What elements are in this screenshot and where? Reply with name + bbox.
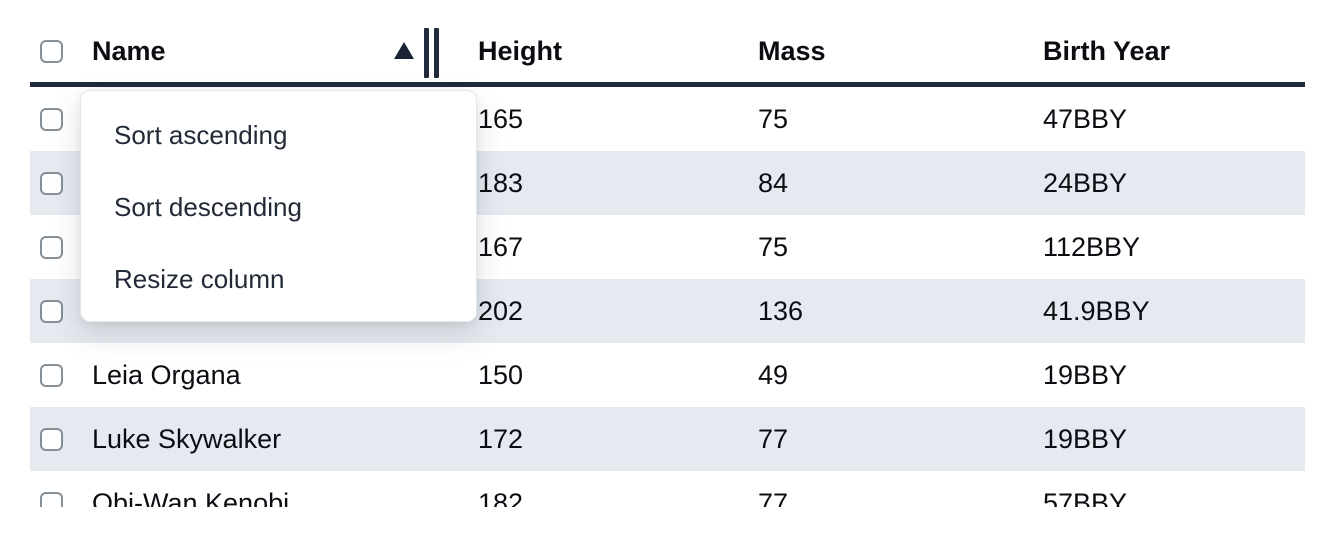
mass-cell: 49 xyxy=(758,359,789,390)
mass-cell: 77 xyxy=(758,487,789,508)
column-header-height-label: Height xyxy=(478,35,562,66)
height-cell: 165 xyxy=(478,103,524,134)
column-context-menu: Sort ascending Sort descending Resize co… xyxy=(80,90,477,322)
mass-cell: 136 xyxy=(758,295,804,326)
menu-item-sort-descending[interactable]: Sort descending xyxy=(114,191,302,222)
height-cell: 150 xyxy=(478,359,524,390)
row-checkbox-cell xyxy=(30,427,80,451)
height-cell: 172 xyxy=(478,423,524,454)
row-checkbox-cell xyxy=(30,491,80,507)
row-checkbox-cell xyxy=(30,171,80,195)
table-body: 165 75 47BBY 183 84 24BBY 167 75 112BBY 202 136 41.… xyxy=(30,87,1305,507)
row-checkbox[interactable] xyxy=(40,235,63,259)
table-row: Leia Organa 150 49 19BBY xyxy=(30,343,1305,407)
row-checkbox[interactable] xyxy=(40,107,63,131)
row-checkbox[interactable] xyxy=(40,363,63,387)
select-all-checkbox[interactable] xyxy=(40,39,63,63)
row-checkbox-cell xyxy=(30,107,80,131)
height-cell: 182 xyxy=(478,487,524,508)
column-header-mass[interactable]: Mass xyxy=(742,36,1026,67)
birth-year-cell: 57BBY xyxy=(1043,487,1128,508)
birth-year-cell: 19BBY xyxy=(1043,359,1128,390)
name-cell: Luke Skywalker xyxy=(92,423,282,454)
table-row: Luke Skywalker 172 77 19BBY xyxy=(30,407,1305,471)
birth-year-cell: 41.9BBY xyxy=(1043,295,1150,326)
mass-cell: 75 xyxy=(758,231,789,262)
birth-year-cell: 112BBY xyxy=(1043,231,1141,262)
column-header-birth-year-label: Birth Year xyxy=(1043,35,1171,66)
row-checkbox[interactable] xyxy=(40,491,63,507)
column-header-height[interactable]: Height xyxy=(462,36,742,67)
name-cell: Leia Organa xyxy=(92,359,241,390)
row-checkbox[interactable] xyxy=(40,427,63,451)
row-checkbox[interactable] xyxy=(40,299,63,323)
row-checkbox-cell xyxy=(30,235,80,259)
table-row: Obi-Wan Kenobi 182 77 57BBY xyxy=(30,471,1305,507)
row-checkbox-cell xyxy=(30,363,80,387)
height-cell: 183 xyxy=(478,167,524,198)
mass-cell: 77 xyxy=(758,423,789,454)
column-header-name-label: Name xyxy=(92,35,166,66)
height-cell: 167 xyxy=(478,231,524,262)
birth-year-cell: 47BBY xyxy=(1043,103,1128,134)
table-header-row: Name Height Mass Birth Year xyxy=(30,0,1305,87)
row-checkbox-cell xyxy=(30,299,80,323)
menu-item-sort-ascending[interactable]: Sort ascending xyxy=(114,119,288,150)
birth-year-cell: 19BBY xyxy=(1043,423,1128,454)
birth-year-cell: 24BBY xyxy=(1043,167,1128,198)
mass-cell: 84 xyxy=(758,167,789,198)
name-cell: Obi-Wan Kenobi xyxy=(92,487,290,508)
mass-cell: 75 xyxy=(758,103,789,134)
sort-ascending-triangle-icon xyxy=(394,42,414,59)
row-checkbox[interactable] xyxy=(40,171,63,195)
height-cell: 202 xyxy=(478,295,524,326)
menu-item-resize-column[interactable]: Resize column xyxy=(114,263,285,294)
column-resize-handle-icon[interactable] xyxy=(424,28,439,78)
select-all-cell xyxy=(30,39,80,63)
data-table: Name Height Mass Birth Year 165 75 47BBY 18… xyxy=(30,0,1305,507)
column-header-name[interactable]: Name xyxy=(80,36,462,67)
column-header-mass-label: Mass xyxy=(758,35,826,66)
column-header-birth-year[interactable]: Birth Year xyxy=(1026,36,1305,67)
